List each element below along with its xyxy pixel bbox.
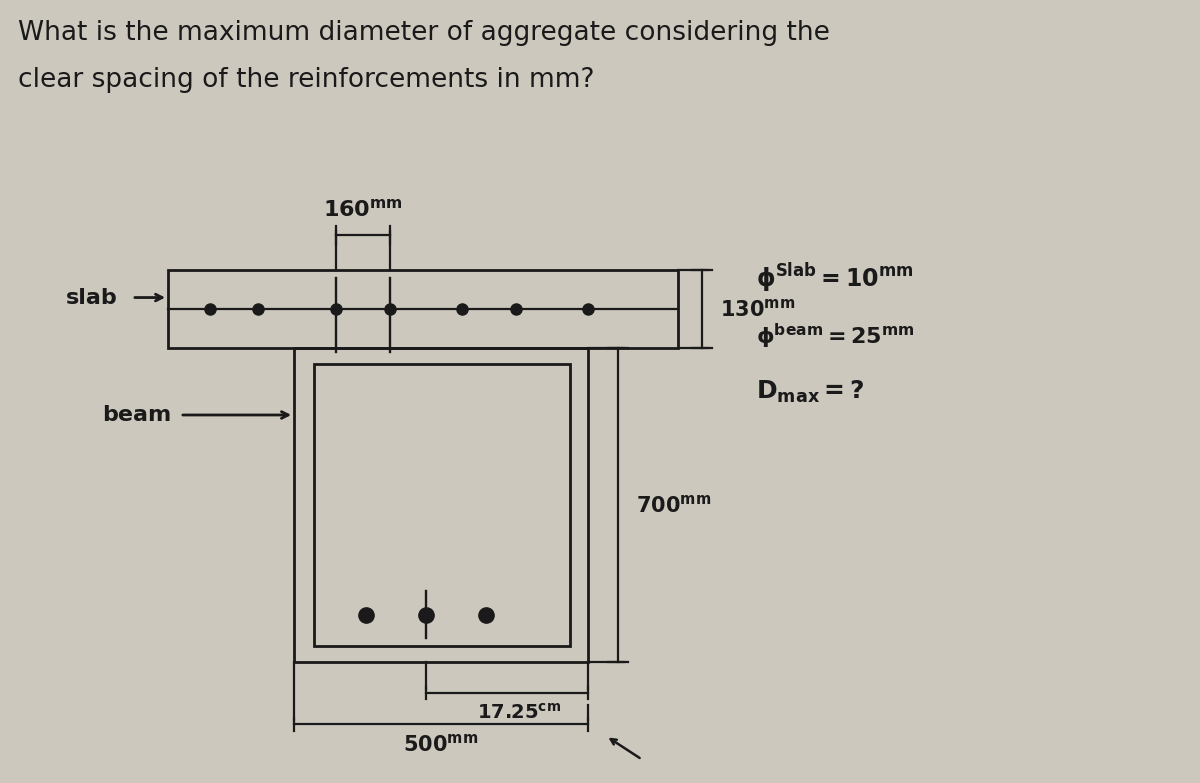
Text: $\mathbf{\phi}^{\mathbf{beam}}$$\mathbf{=25}^{\mathbf{mm}}$: $\mathbf{\phi}^{\mathbf{beam}}$$\mathbf{…: [756, 322, 914, 352]
Text: beam: beam: [102, 405, 172, 425]
Text: 160$^{\mathbf{mm}}$: 160$^{\mathbf{mm}}$: [323, 199, 403, 221]
Text: What is the maximum diameter of aggregate considering the: What is the maximum diameter of aggregat…: [18, 20, 830, 45]
Text: 130$^{\mathbf{mm}}$: 130$^{\mathbf{mm}}$: [720, 298, 796, 320]
Text: $\mathbf{\phi}^{\mathbf{Slab}}$$\mathbf{=10}^{\mathbf{mm}}$: $\mathbf{\phi}^{\mathbf{Slab}}$$\mathbf{…: [756, 262, 913, 294]
Text: slab: slab: [66, 287, 118, 308]
Bar: [294, 348, 588, 662]
Text: 17.25$^{\mathbf{cm}}$: 17.25$^{\mathbf{cm}}$: [476, 702, 562, 723]
Text: $\mathbf{D}_{\mathbf{max}}$$\mathbf{=?}$: $\mathbf{D}_{\mathbf{max}}$$\mathbf{=?}$: [756, 378, 864, 405]
Bar: [314, 364, 570, 646]
Text: 500$^{\mathbf{mm}}$: 500$^{\mathbf{mm}}$: [403, 734, 479, 756]
Bar: [168, 270, 678, 348]
Text: 700$^{\mathbf{mm}}$: 700$^{\mathbf{mm}}$: [636, 494, 712, 516]
Text: clear spacing of the reinforcements in mm?: clear spacing of the reinforcements in m…: [18, 67, 594, 92]
